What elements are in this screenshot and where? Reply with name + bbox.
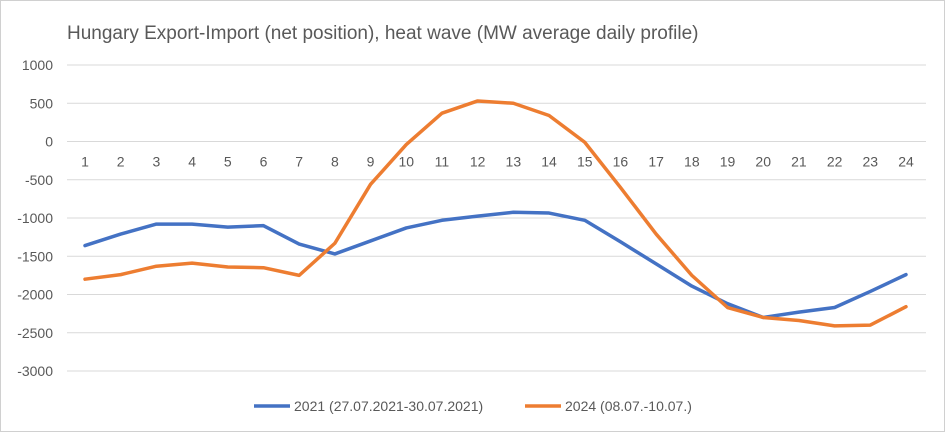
legend-label: 2024 (08.07.-10.07.) xyxy=(565,398,692,414)
legend-label: 2021 (27.07.2021-30.07.2021) xyxy=(294,398,483,414)
x-tick-label: 14 xyxy=(541,154,557,170)
x-tick-label: 12 xyxy=(470,154,486,170)
x-tick-label: 23 xyxy=(863,154,879,170)
x-tick-label: 3 xyxy=(152,154,160,170)
x-tick-label: 13 xyxy=(506,154,522,170)
y-tick-label: -3000 xyxy=(17,363,53,379)
x-tick-label: 16 xyxy=(613,154,629,170)
series-line-2024 xyxy=(83,99,908,328)
x-tick-label: 2 xyxy=(117,154,125,170)
x-tick-label: 10 xyxy=(398,154,414,170)
x-tick-label: 5 xyxy=(224,154,232,170)
y-tick-label: -1000 xyxy=(17,210,53,226)
y-tick-label: 500 xyxy=(30,95,54,111)
x-tick-label: 19 xyxy=(720,154,736,170)
x-tick-label: 6 xyxy=(260,154,268,170)
x-tick-label: 7 xyxy=(295,154,303,170)
x-tick-label: 11 xyxy=(435,154,450,170)
y-tick-label: -2000 xyxy=(17,287,53,303)
x-tick-label: 17 xyxy=(648,154,664,170)
y-tick-label: -1500 xyxy=(17,248,53,264)
y-tick-label: -500 xyxy=(25,172,53,188)
x-tick-label: 22 xyxy=(827,154,843,170)
y-tick-label: -2500 xyxy=(17,325,53,341)
x-tick-label: 20 xyxy=(755,154,771,170)
x-tick-label: 18 xyxy=(684,154,700,170)
y-tick-label: 1000 xyxy=(22,57,53,73)
x-tick-label: 4 xyxy=(188,154,196,170)
x-tick-label: 24 xyxy=(898,154,914,170)
y-tick-label: 0 xyxy=(45,134,53,150)
x-tick-label: 1 xyxy=(81,154,89,170)
chart-title: Hungary Export-Import (net position), he… xyxy=(67,23,698,44)
x-tick-label: 15 xyxy=(577,154,593,170)
x-tick-label: 21 xyxy=(791,154,807,170)
x-tick-label: 8 xyxy=(331,154,339,170)
x-tick-label: 9 xyxy=(367,154,375,170)
